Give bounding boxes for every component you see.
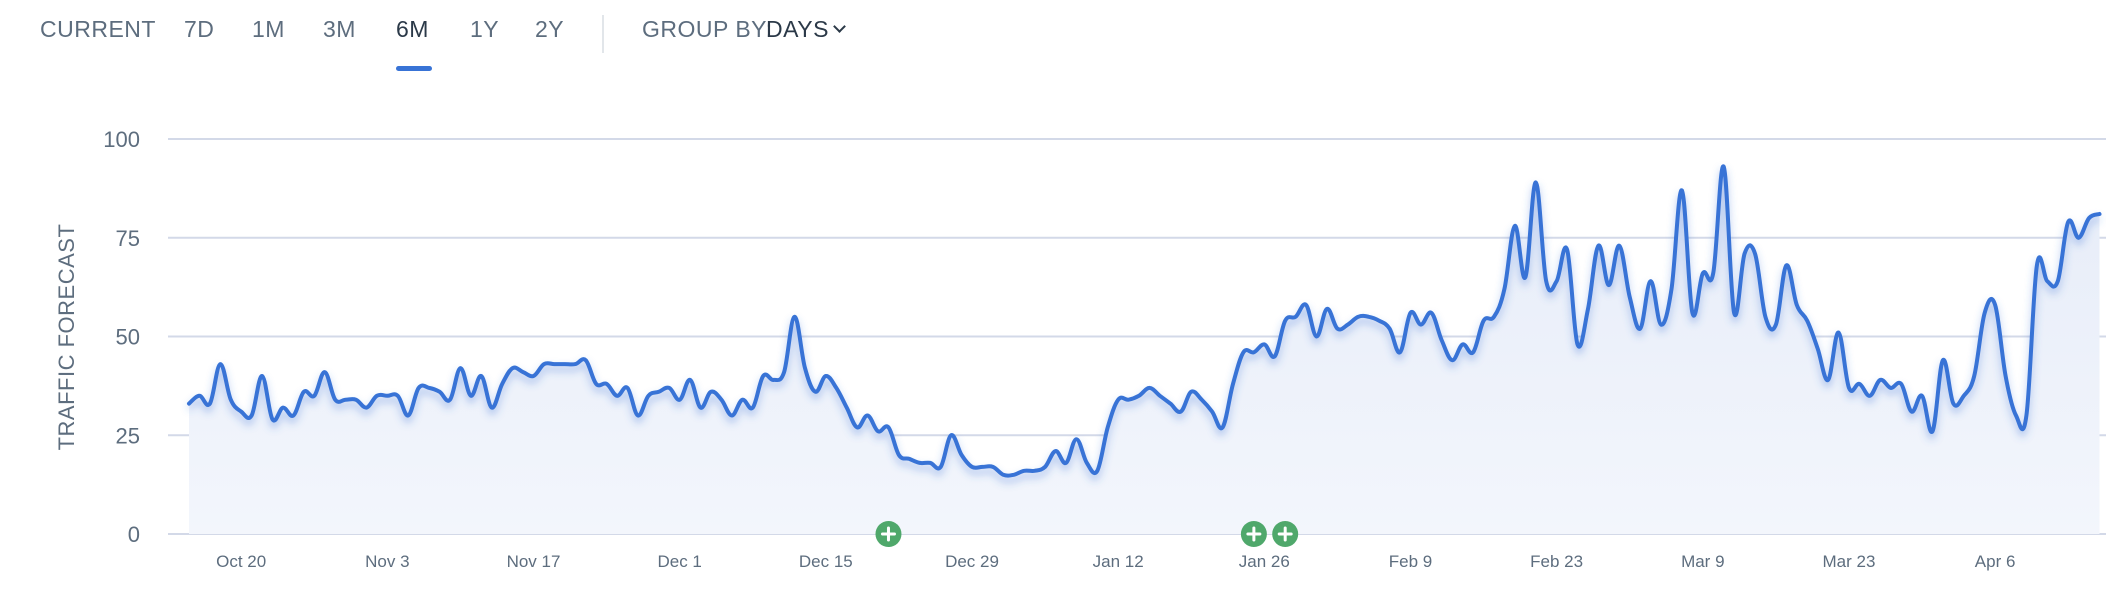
x-tick-label: Jan 26 <box>1239 552 1290 571</box>
x-tick-label: Jan 12 <box>1093 552 1144 571</box>
y-axis: 0 25 50 75 100 <box>103 127 140 547</box>
active-tab-indicator <box>396 66 432 71</box>
tab-7d[interactable]: 7D <box>184 16 215 42</box>
y-tick-label-25: 25 <box>116 423 140 448</box>
forecast-line <box>187 164 2102 478</box>
tab-2y[interactable]: 2Y <box>535 16 565 42</box>
tab-6m[interactable]: 6M <box>396 16 429 42</box>
x-tick-label: Apr 6 <box>1975 552 2016 571</box>
y-tick-label-100: 100 <box>103 127 140 152</box>
x-axis: Oct 20 Nov 3 Nov 17 Dec 1 Dec 15 Dec 29 Jan 12… <box>216 552 2015 571</box>
y-tick-label-0: 0 <box>128 522 140 547</box>
plus-icon <box>880 526 896 542</box>
x-tick-label: Mar 23 <box>1822 552 1875 571</box>
x-tick-label: Mar 9 <box>1681 552 1724 571</box>
x-tick-label: Feb 9 <box>1389 552 1432 571</box>
toolbar: CURRENT 7D 1M 3M 6M 1Y 2Y GROUP BY: DAYS <box>0 0 2106 80</box>
annotation-marker[interactable] <box>875 521 902 547</box>
tab-current[interactable]: CURRENT <box>40 16 156 42</box>
x-tick-label: Feb 23 <box>1530 552 1583 571</box>
y-tick-label-50: 50 <box>116 325 140 350</box>
x-tick-label: Dec 1 <box>657 552 701 571</box>
annotation-markers <box>875 521 1299 547</box>
toolbar-divider <box>602 15 604 53</box>
y-axis-label: TRAFFIC FORECAST <box>54 224 79 451</box>
x-tick-label: Nov 17 <box>507 552 561 571</box>
group-by-select[interactable]: DAYS <box>766 16 846 43</box>
x-tick-label: Dec 29 <box>945 552 999 571</box>
annotation-marker[interactable] <box>1240 521 1267 547</box>
x-tick-label: Dec 15 <box>799 552 853 571</box>
tab-3m[interactable]: 3M <box>323 16 356 42</box>
tab-1m[interactable]: 1M <box>252 16 285 42</box>
tab-1y[interactable]: 1Y <box>470 16 500 42</box>
x-tick-label: Oct 20 <box>216 552 266 571</box>
annotation-marker[interactable] <box>1272 521 1299 547</box>
y-tick-label-75: 75 <box>116 226 140 251</box>
forecast-area <box>189 166 2100 535</box>
plus-icon <box>1277 526 1293 542</box>
group-by-value: DAYS <box>766 16 829 42</box>
group-by-label: GROUP BY: <box>642 16 773 42</box>
plus-icon <box>1246 526 1262 542</box>
x-tick-label: Nov 3 <box>365 552 409 571</box>
